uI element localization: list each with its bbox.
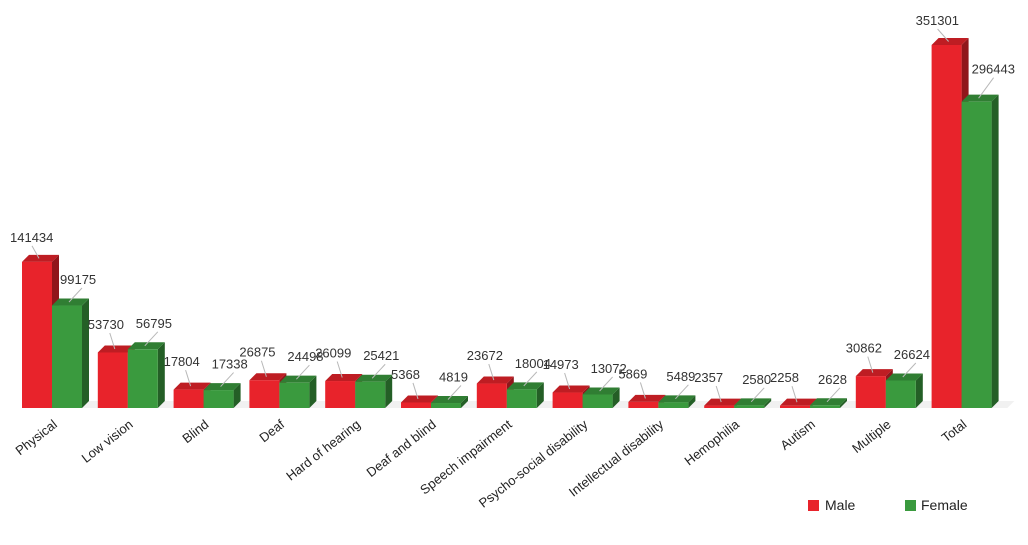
bar-female-12 [962, 95, 999, 408]
category-label-3: Deaf [256, 416, 287, 445]
value-label-male-10: 2258 [770, 370, 799, 385]
bar-front-male-9 [704, 406, 734, 408]
value-label-male-6: 23672 [467, 348, 503, 363]
value-label-female-0: 99175 [60, 272, 96, 287]
value-label-female-9: 2580 [742, 372, 771, 387]
bar-front-female-0 [52, 306, 82, 408]
category-label-4: Hard of hearing [283, 417, 363, 484]
category-label-2: Blind [179, 417, 211, 447]
bar-female-6 [507, 382, 544, 408]
bar-female-11 [886, 373, 923, 408]
bar-side-female-1 [158, 342, 165, 408]
category-label-11: Multiple [849, 417, 894, 456]
bar-front-male-1 [98, 352, 128, 408]
bar-female-0 [52, 299, 89, 408]
legend-swatch-female [905, 500, 916, 511]
category-label-5: Deaf and blind [364, 417, 439, 480]
bar-female-4 [355, 375, 392, 408]
bar-front-female-10 [810, 405, 840, 408]
value-label-male-4: 26099 [315, 346, 351, 361]
bar-front-female-3 [279, 383, 309, 408]
bar-front-female-1 [128, 349, 158, 408]
bar-female-1 [128, 342, 165, 408]
bar-front-male-2 [174, 390, 204, 408]
bar-female-7 [583, 387, 620, 408]
bar-front-male-12 [932, 45, 962, 408]
bar-side-female-0 [82, 299, 89, 408]
bar-front-male-8 [628, 402, 658, 408]
value-label-male-12: 351301 [916, 13, 959, 28]
bar-front-female-5 [431, 403, 461, 408]
value-label-female-10: 2628 [818, 372, 847, 387]
bar-front-female-2 [204, 390, 234, 408]
category-label-1: Low vision [79, 417, 136, 466]
legend-swatch-male [808, 500, 819, 511]
bar-front-male-5 [401, 402, 431, 408]
legend: Male Female [808, 497, 968, 513]
value-label-female-12: 296443 [972, 62, 1015, 77]
value-label-female-4: 25421 [363, 348, 399, 363]
bar-front-male-7 [553, 393, 583, 408]
value-label-male-7: 14973 [543, 357, 579, 372]
bar-front-female-7 [583, 394, 613, 408]
category-label-9: Hemophilia [682, 416, 743, 468]
value-label-male-11: 30862 [846, 341, 882, 356]
value-label-male-3: 26875 [239, 345, 275, 360]
value-label-female-5: 4819 [439, 370, 468, 385]
value-label-female-8: 5489 [666, 369, 695, 384]
bar-front-female-11 [886, 380, 916, 408]
value-label-female-1: 56795 [136, 316, 172, 331]
bar-front-male-4 [325, 381, 355, 408]
bar-front-female-9 [734, 405, 764, 408]
bar-front-female-12 [962, 102, 992, 408]
value-label-male-0: 141434 [10, 230, 53, 245]
bar-front-male-6 [477, 384, 507, 408]
bar-front-male-11 [856, 376, 886, 408]
bar-side-female-12 [992, 95, 999, 408]
legend-label-male: Male [825, 497, 856, 513]
bar-female-3 [279, 376, 316, 408]
value-label-male-1: 53730 [88, 317, 124, 332]
legend-label-female: Female [921, 497, 968, 513]
bar-front-male-3 [249, 380, 279, 408]
value-label-female-11: 26624 [894, 347, 930, 362]
value-label-male-9: 2357 [694, 370, 723, 385]
bar-front-female-4 [355, 382, 385, 408]
bar-front-male-0 [22, 262, 52, 408]
value-label-male-8: 5869 [618, 366, 647, 381]
bar-female-2 [204, 383, 241, 408]
category-label-10: Autism [777, 417, 818, 453]
category-label-12: Total [939, 416, 970, 445]
value-label-male-2: 17804 [164, 354, 200, 369]
bar-front-male-10 [780, 406, 810, 408]
bar-front-female-8 [658, 402, 688, 408]
bar-front-female-6 [507, 389, 537, 408]
category-label-0: Physical [12, 416, 59, 458]
value-label-male-5: 5368 [391, 367, 420, 382]
